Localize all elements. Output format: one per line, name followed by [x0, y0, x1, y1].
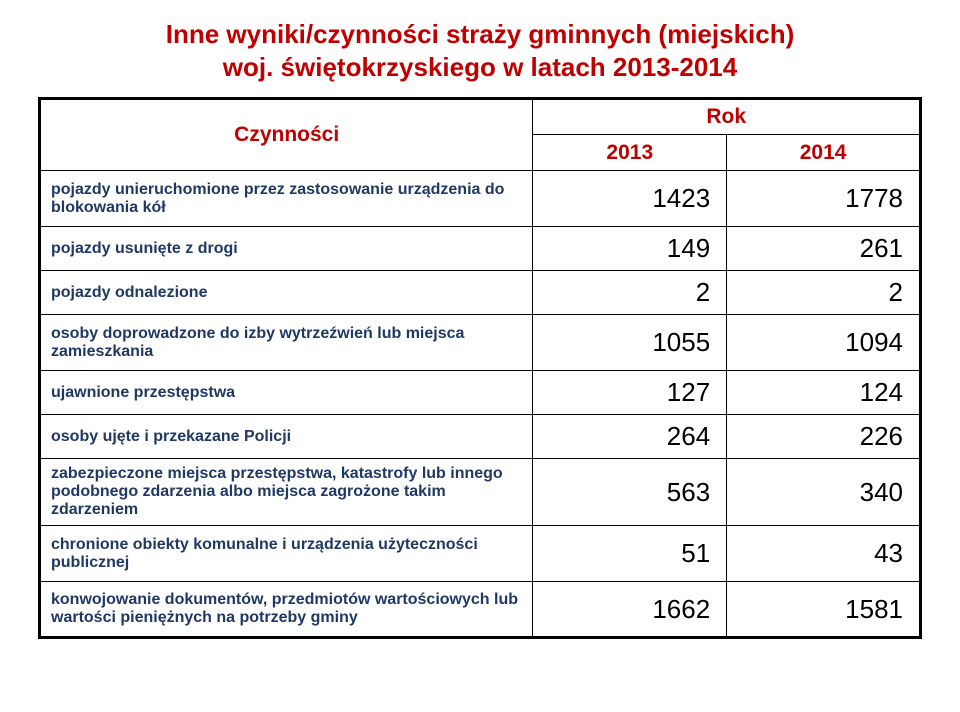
value-2013: 1055	[533, 315, 727, 371]
value-2013: 1662	[533, 582, 727, 638]
table-row: osoby doprowadzone do izby wytrzeźwień l…	[40, 315, 921, 371]
header-rok: Rok	[533, 99, 921, 135]
value-2014: 124	[727, 371, 921, 415]
value-2014: 261	[727, 227, 921, 271]
table-row: zabezpieczone miejsca przestępstwa, kata…	[40, 459, 921, 526]
value-2014: 1094	[727, 315, 921, 371]
value-2014: 2	[727, 271, 921, 315]
title-line-2: woj. świętokrzyskiego w latach 2013-2014	[38, 51, 922, 84]
value-2013: 264	[533, 415, 727, 459]
header-year-2014: 2014	[727, 135, 921, 171]
header-czynnosci: Czynności	[40, 99, 533, 171]
table-row: pojazdy unieruchomione przez zastosowani…	[40, 171, 921, 227]
table-body: pojazdy unieruchomione przez zastosowani…	[40, 171, 921, 638]
table-row: chronione obiekty komunalne i urządzenia…	[40, 526, 921, 582]
value-2013: 2	[533, 271, 727, 315]
value-2014: 43	[727, 526, 921, 582]
row-label: ujawnione przestępstwa	[40, 371, 533, 415]
value-2013: 127	[533, 371, 727, 415]
value-2013: 563	[533, 459, 727, 526]
results-table: Czynności Rok 2013 2014 pojazdy unieruch…	[38, 97, 922, 639]
table-row: ujawnione przestępstwa127124	[40, 371, 921, 415]
row-label: pojazdy odnalezione	[40, 271, 533, 315]
table-row: konwojowanie dokumentów, przedmiotów war…	[40, 582, 921, 638]
value-2014: 340	[727, 459, 921, 526]
value-2013: 51	[533, 526, 727, 582]
value-2013: 149	[533, 227, 727, 271]
header-year-2013: 2013	[533, 135, 727, 171]
table-row: osoby ujęte i przekazane Policji264226	[40, 415, 921, 459]
row-label: osoby ujęte i przekazane Policji	[40, 415, 533, 459]
table-row: pojazdy odnalezione22	[40, 271, 921, 315]
value-2013: 1423	[533, 171, 727, 227]
page-title: Inne wyniki/czynności straży gminnych (m…	[38, 18, 922, 83]
row-label: pojazdy unieruchomione przez zastosowani…	[40, 171, 533, 227]
row-label: pojazdy usunięte z drogi	[40, 227, 533, 271]
value-2014: 226	[727, 415, 921, 459]
value-2014: 1778	[727, 171, 921, 227]
row-label: osoby doprowadzone do izby wytrzeźwień l…	[40, 315, 533, 371]
header-row-1: Czynności Rok	[40, 99, 921, 135]
row-label: zabezpieczone miejsca przestępstwa, kata…	[40, 459, 533, 526]
row-label: konwojowanie dokumentów, przedmiotów war…	[40, 582, 533, 638]
title-line-1: Inne wyniki/czynności straży gminnych (m…	[38, 18, 922, 51]
row-label: chronione obiekty komunalne i urządzenia…	[40, 526, 533, 582]
value-2014: 1581	[727, 582, 921, 638]
table-row: pojazdy usunięte z drogi149261	[40, 227, 921, 271]
